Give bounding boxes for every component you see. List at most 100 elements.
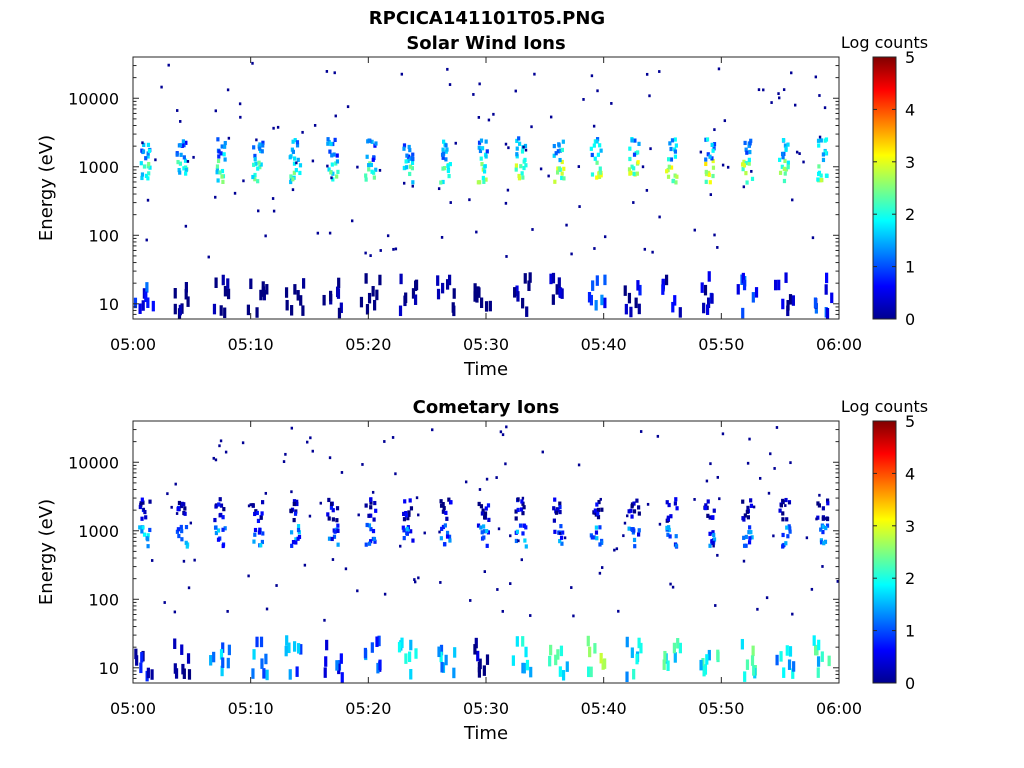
background-count <box>233 191 237 195</box>
data-cell <box>221 274 225 286</box>
data-cell <box>825 307 830 319</box>
background-count <box>757 88 761 92</box>
data-cell <box>139 161 143 166</box>
colorbar-tick-label: 3 <box>905 153 915 172</box>
data-cell <box>791 668 795 679</box>
data-cell <box>781 500 785 505</box>
data-cell <box>437 646 441 658</box>
data-cell <box>523 157 527 162</box>
data-cell <box>527 280 531 291</box>
data-cell <box>405 165 409 170</box>
data-cell <box>560 541 564 546</box>
data-cell <box>186 296 190 307</box>
data-cell <box>327 497 331 503</box>
data-cell <box>364 273 368 284</box>
data-cell <box>177 167 181 173</box>
background-count <box>182 559 186 563</box>
data-cell <box>592 143 596 148</box>
data-cell <box>482 179 486 184</box>
data-cell <box>482 535 486 540</box>
data-cell <box>134 648 138 660</box>
data-cell <box>741 272 745 284</box>
data-cell <box>212 651 216 663</box>
data-cell <box>817 639 821 651</box>
background-count <box>446 67 449 71</box>
data-cell <box>336 542 340 547</box>
data-cell <box>561 139 565 144</box>
data-cell <box>674 143 678 148</box>
background-count <box>326 164 329 168</box>
data-cell <box>411 538 415 543</box>
data-cell <box>780 164 784 169</box>
background-count <box>773 467 776 470</box>
data-cell <box>555 284 559 295</box>
data-cell <box>485 149 489 154</box>
data-cell <box>743 513 747 518</box>
data-cell <box>707 271 711 282</box>
data-cell <box>522 523 526 528</box>
data-cell <box>406 516 410 521</box>
data-cell <box>816 501 820 506</box>
data-cell <box>486 503 491 508</box>
data-cell <box>410 166 414 171</box>
data-cell <box>596 507 601 513</box>
data-cell <box>259 289 263 301</box>
data-cell <box>600 507 604 512</box>
data-cell <box>253 177 257 182</box>
data-cell <box>331 517 335 522</box>
background-count <box>693 228 696 232</box>
background-count <box>762 88 765 92</box>
data-cell <box>515 636 519 647</box>
data-cell <box>517 136 521 141</box>
data-cell <box>519 164 523 169</box>
data-cell <box>441 155 445 160</box>
data-cell <box>678 307 682 318</box>
colorbar-tick-label: 1 <box>905 622 915 641</box>
data-cell <box>257 160 261 165</box>
data-cell <box>133 297 138 309</box>
data-cell <box>786 305 790 317</box>
background-count <box>475 230 478 234</box>
data-cell <box>258 146 262 151</box>
data-cell <box>787 659 792 670</box>
data-cell <box>367 138 371 143</box>
background-count <box>530 125 533 129</box>
background-count <box>224 450 228 454</box>
data-cell <box>140 497 144 502</box>
data-cell <box>181 139 185 144</box>
background-count <box>514 89 517 93</box>
data-cell <box>176 527 181 532</box>
data-cell <box>706 499 710 504</box>
data-cell <box>595 139 599 144</box>
data-cell <box>452 288 456 299</box>
data-cell <box>405 526 409 531</box>
data-cell <box>743 671 747 682</box>
data-cell <box>487 517 491 522</box>
data-cell <box>782 178 787 184</box>
data-cell <box>599 148 603 153</box>
data-cell <box>551 272 556 284</box>
background-count <box>603 235 607 239</box>
data-cell <box>184 171 188 176</box>
data-cell <box>529 666 533 678</box>
background-count <box>316 231 320 235</box>
colorbar-tick-label: 0 <box>905 674 915 693</box>
background-count <box>166 492 169 496</box>
background-count <box>811 236 815 240</box>
data-cell <box>440 526 444 531</box>
data-cell <box>261 281 265 292</box>
data-cell <box>515 152 519 157</box>
data-cell <box>749 530 753 535</box>
background-count <box>175 512 179 515</box>
data-cell <box>773 279 778 291</box>
data-cell <box>138 525 142 530</box>
data-cell <box>259 515 263 520</box>
data-cell <box>453 647 457 658</box>
data-cell <box>554 510 559 515</box>
data-cell <box>744 160 748 166</box>
data-cell <box>441 282 445 294</box>
background-count <box>632 201 635 204</box>
data-cell <box>178 170 182 175</box>
data-cell <box>781 298 785 310</box>
data-cell <box>630 647 634 658</box>
